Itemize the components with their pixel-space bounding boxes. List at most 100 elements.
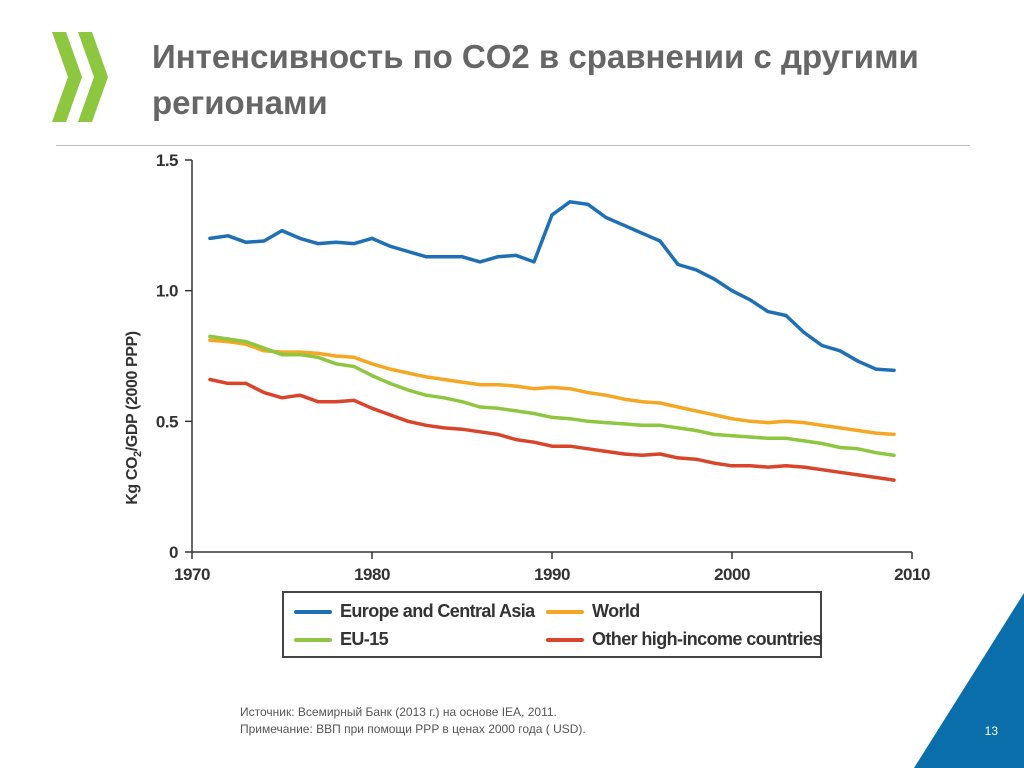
data-point-other (298, 393, 302, 397)
data-point-europe (694, 268, 698, 272)
data-point-world (514, 384, 518, 388)
data-point-other (874, 475, 878, 480)
data-point-world (730, 417, 734, 421)
data-point-europe (478, 260, 482, 264)
data-point-other (694, 457, 698, 461)
data-point-other (856, 473, 860, 477)
series-line-other (208, 377, 896, 482)
x-tick-label-3: 2000 (714, 565, 750, 584)
y-axis-title-subscript: 2 (132, 451, 144, 457)
data-point-other (226, 381, 230, 385)
data-point-other (442, 426, 446, 430)
data-point-europe (298, 236, 302, 240)
data-point-world (712, 413, 716, 417)
data-point-europe (586, 202, 590, 206)
data-point-other (892, 478, 896, 482)
chart-legend: Europe and Central Asia World EU-15 Othe… (282, 591, 822, 658)
data-point-eu15 (424, 393, 428, 397)
legend-label-world: World (592, 601, 640, 621)
data-point-europe (622, 223, 626, 227)
data-point-other (514, 438, 518, 442)
data-point-world (802, 421, 806, 425)
co2-intensity-chart: Kg CO2/GDP (2000 PPP) 0 0.5 1.0 1.5 1970 1980… (124, 151, 930, 584)
data-point-world (640, 400, 644, 404)
data-point-eu15 (478, 405, 482, 409)
data-point-other (388, 413, 392, 417)
data-point-world (622, 397, 626, 401)
data-point-eu15 (640, 423, 644, 427)
data-point-other (568, 444, 572, 448)
data-point-other (712, 461, 716, 465)
data-point-world (676, 405, 680, 409)
data-point-world (856, 428, 860, 433)
data-point-other (244, 381, 248, 385)
y-tick-label-2: 1.0 (156, 282, 178, 301)
data-point-europe (460, 255, 464, 259)
corner-decoration (914, 593, 1024, 768)
data-point-world (766, 421, 770, 425)
data-point-world (208, 338, 212, 342)
data-point-eu15 (496, 406, 500, 410)
data-point-world (298, 350, 302, 354)
data-point-eu15 (334, 362, 338, 366)
legend-label-eu15: EU-15 (340, 629, 389, 649)
data-point-europe (820, 343, 824, 348)
footnotes: Источник: Всемирный Банк (2013 г.) на ос… (240, 704, 586, 738)
data-point-eu15 (208, 334, 212, 338)
y-axis-title: Kg CO2/GDP (2000 PPP) (124, 331, 144, 505)
data-point-eu15 (658, 423, 662, 427)
data-point-other (478, 430, 482, 434)
data-point-eu15 (352, 364, 356, 369)
data-point-europe (388, 244, 392, 248)
data-point-other (496, 432, 500, 436)
data-point-europe (316, 242, 320, 246)
data-point-eu15 (838, 445, 842, 450)
data-point-other (208, 377, 212, 382)
data-point-other (820, 468, 824, 472)
data-point-world (334, 354, 338, 358)
title-divider (56, 145, 970, 146)
data-point-eu15 (748, 435, 752, 439)
data-point-world (370, 362, 374, 366)
data-point-eu15 (568, 417, 572, 421)
data-point-world (568, 387, 572, 391)
data-point-eu15 (892, 453, 896, 457)
data-point-other (838, 470, 842, 474)
data-point-eu15 (406, 388, 410, 392)
data-point-other (352, 398, 356, 402)
data-point-eu15 (622, 422, 626, 426)
legend-item-europe: Europe and Central Asia (294, 601, 535, 622)
data-point-europe (676, 262, 680, 267)
data-point-world (820, 423, 824, 427)
data-point-world (424, 375, 428, 379)
data-point-europe (208, 236, 212, 240)
data-point-eu15 (532, 411, 536, 416)
data-point-world (352, 355, 356, 359)
data-point-europe (496, 255, 500, 259)
data-point-eu15 (388, 381, 392, 385)
data-point-other (316, 400, 320, 404)
legend-swatch-other (546, 637, 584, 642)
data-point-europe (766, 310, 770, 314)
x-tick-label-2: 1990 (534, 565, 570, 584)
data-point-europe (892, 368, 896, 372)
data-point-europe (352, 242, 356, 246)
data-point-eu15 (802, 439, 806, 443)
data-point-world (604, 393, 608, 397)
data-point-europe (442, 255, 446, 259)
data-point-other (676, 456, 680, 460)
data-point-europe (424, 255, 428, 259)
x-tick-label-0: 1970 (174, 565, 210, 584)
data-point-world (694, 409, 698, 413)
legend-swatch-world (546, 609, 584, 614)
data-point-world (460, 380, 464, 384)
data-point-europe (514, 253, 518, 257)
data-point-europe (568, 200, 572, 204)
series-line-europe (208, 200, 896, 373)
data-point-eu15 (262, 346, 266, 350)
data-point-other (802, 465, 806, 469)
data-point-eu15 (874, 451, 878, 455)
data-point-europe (406, 249, 410, 254)
y-axis-title-part1: Kg CO (124, 457, 141, 505)
data-point-eu15 (820, 441, 824, 446)
